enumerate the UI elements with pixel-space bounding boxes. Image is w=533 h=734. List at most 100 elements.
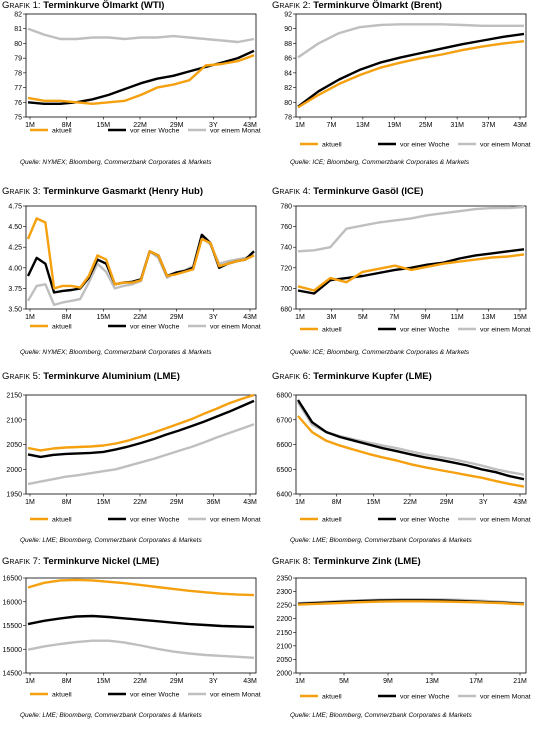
legend-label: aktuell bbox=[322, 327, 342, 334]
x-tick-label: 15M bbox=[97, 314, 111, 321]
x-tick-label: 43M bbox=[243, 499, 257, 506]
chart-title: Grafik 6: Terminkurve Kupfer (LME) bbox=[272, 371, 432, 382]
y-tick-label: 6800 bbox=[276, 393, 292, 400]
legend-label: aktuell bbox=[52, 692, 72, 699]
x-tick-label: 21M bbox=[513, 678, 527, 685]
y-tick-label: 6500 bbox=[276, 467, 292, 474]
chart-plot: 6400 6500 6600 6700 6800 1M 8M 15M 22M 29M 3Y 43M ak… bbox=[276, 393, 530, 524]
series-line-2 bbox=[297, 205, 525, 253]
series-line-2 bbox=[27, 423, 255, 486]
x-tick-label: 43M bbox=[243, 122, 257, 129]
x-tick-label: 1M bbox=[295, 499, 305, 506]
x-tick-label: 22M bbox=[133, 122, 147, 129]
chart-panel-1: Grafik 1: Terminkurve Ölmarkt (WTI) 75 76… bbox=[0, 0, 262, 178]
x-tick-label: 37M bbox=[482, 122, 496, 129]
x-tick-label: 43M bbox=[513, 122, 527, 129]
x-tick-label: 3Y bbox=[479, 499, 488, 506]
chart-title-text: Terminkurve Zink (LME) bbox=[313, 556, 421, 567]
y-tick-label: 92 bbox=[284, 12, 292, 19]
plot-area bbox=[295, 577, 527, 674]
series-line-0 bbox=[27, 54, 255, 106]
series-line-0 bbox=[26, 217, 255, 290]
chart-number: Grafik 7: bbox=[2, 556, 41, 567]
x-tick-label: 13M bbox=[425, 678, 439, 685]
chart-title-text: Terminkurve Gasöl (ICE) bbox=[313, 186, 424, 197]
x-tick-label: 19M bbox=[387, 122, 401, 129]
plot-area bbox=[25, 394, 257, 495]
legend-label: vor einer Woche bbox=[130, 517, 180, 524]
legend-label: aktuell bbox=[322, 517, 342, 524]
y-tick-label: 760 bbox=[280, 224, 292, 231]
x-tick-label: 7M bbox=[389, 314, 399, 321]
chart-panel-5: Grafik 5: Terminkurve Aluminium (LME) 19… bbox=[0, 371, 262, 549]
y-tick-label: 2150 bbox=[6, 393, 22, 400]
x-tick-label: 22M bbox=[403, 499, 417, 506]
x-tick-label: 1M bbox=[295, 314, 305, 321]
legend-label: vor einer Woche bbox=[130, 324, 180, 331]
x-tick-label: 43M bbox=[243, 314, 257, 321]
y-tick-label: 2000 bbox=[276, 671, 292, 678]
legend-label: vor einem Monat bbox=[480, 694, 531, 701]
source-note: Quelle: ICE; Bloomberg, Commerzbank Corp… bbox=[290, 349, 470, 356]
series-line-0 bbox=[297, 600, 525, 606]
x-tick-label: 8M bbox=[62, 314, 72, 321]
y-tick-label: 75 bbox=[14, 115, 22, 122]
y-tick-label: 2300 bbox=[276, 589, 292, 596]
series-line-1 bbox=[27, 614, 255, 629]
x-tick-label: 3M bbox=[327, 314, 337, 321]
y-tick-label: 780 bbox=[280, 204, 292, 211]
x-tick-label: 25M bbox=[419, 122, 433, 129]
legend-label: vor einem Monat bbox=[210, 324, 261, 331]
series-line-0 bbox=[297, 253, 525, 292]
x-tick-label: 1M bbox=[25, 499, 35, 506]
x-tick-label: 36M bbox=[207, 499, 221, 506]
y-tick-label: 2350 bbox=[276, 576, 292, 583]
x-tick-label: 29M bbox=[170, 678, 184, 685]
x-tick-label: 3Y bbox=[209, 314, 218, 321]
chart-number: Grafik 3: bbox=[2, 186, 41, 197]
chart-number: Grafik 6: bbox=[272, 371, 311, 382]
x-tick-label: 1M bbox=[295, 122, 305, 129]
series-line-0 bbox=[27, 578, 255, 597]
x-tick-label: 13M bbox=[482, 314, 496, 321]
y-tick-label: 4.50 bbox=[8, 224, 22, 231]
chart-number: Grafik 1: bbox=[2, 0, 41, 11]
legend-label: vor einem Monat bbox=[480, 327, 531, 334]
x-tick-label: 8M bbox=[62, 122, 72, 129]
plot-area bbox=[295, 13, 527, 118]
y-tick-label: 78 bbox=[284, 115, 292, 122]
legend-label: aktuell bbox=[52, 324, 72, 331]
legend-label: vor einer Woche bbox=[130, 128, 180, 135]
y-tick-label: 2200 bbox=[276, 616, 292, 623]
y-tick-label: 2050 bbox=[6, 442, 22, 449]
chart-number: Grafik 5: bbox=[2, 371, 41, 382]
y-tick-label: 84 bbox=[284, 70, 292, 77]
y-tick-label: 6700 bbox=[276, 417, 292, 424]
y-tick-label: 15500 bbox=[3, 623, 23, 630]
y-tick-label: 86 bbox=[284, 56, 292, 63]
y-tick-label: 82 bbox=[284, 85, 292, 92]
source-note: Quelle: LME; Bloomberg, Commerzbank Corp… bbox=[20, 537, 202, 544]
x-tick-label: 29M bbox=[170, 314, 184, 321]
x-tick-label: 29M bbox=[170, 499, 184, 506]
x-tick-label: 15M bbox=[97, 678, 111, 685]
y-tick-label: 4.75 bbox=[8, 204, 22, 211]
y-tick-label: 16000 bbox=[3, 599, 23, 606]
chart-title: Grafik 5: Terminkurve Aluminium (LME) bbox=[2, 371, 180, 382]
y-tick-label: 77 bbox=[14, 85, 22, 92]
x-tick-label: 1M bbox=[295, 678, 305, 685]
x-tick-label: 15M bbox=[97, 499, 111, 506]
y-tick-label: 2250 bbox=[276, 603, 292, 610]
legend-label: vor einer Woche bbox=[400, 694, 450, 701]
y-tick-label: 2150 bbox=[276, 630, 292, 637]
y-tick-label: 88 bbox=[284, 41, 292, 48]
y-tick-label: 76 bbox=[14, 100, 22, 107]
y-tick-label: 2000 bbox=[6, 467, 22, 474]
x-tick-label: 15M bbox=[513, 314, 527, 321]
chart-plot: 2000 2050 2100 2150 2200 2250 2300 2350 1M 5M 9M 13… bbox=[276, 576, 531, 701]
x-tick-label: 9M bbox=[421, 314, 431, 321]
series-line-0 bbox=[297, 415, 525, 488]
chart-plot: 680 700 720 740 760 780 1M 3M 5M 7M 9M 11M 13M 15M akt… bbox=[280, 204, 531, 334]
x-tick-label: 43M bbox=[243, 678, 257, 685]
chart-title-text: Terminkurve Kupfer (LME) bbox=[313, 371, 432, 382]
